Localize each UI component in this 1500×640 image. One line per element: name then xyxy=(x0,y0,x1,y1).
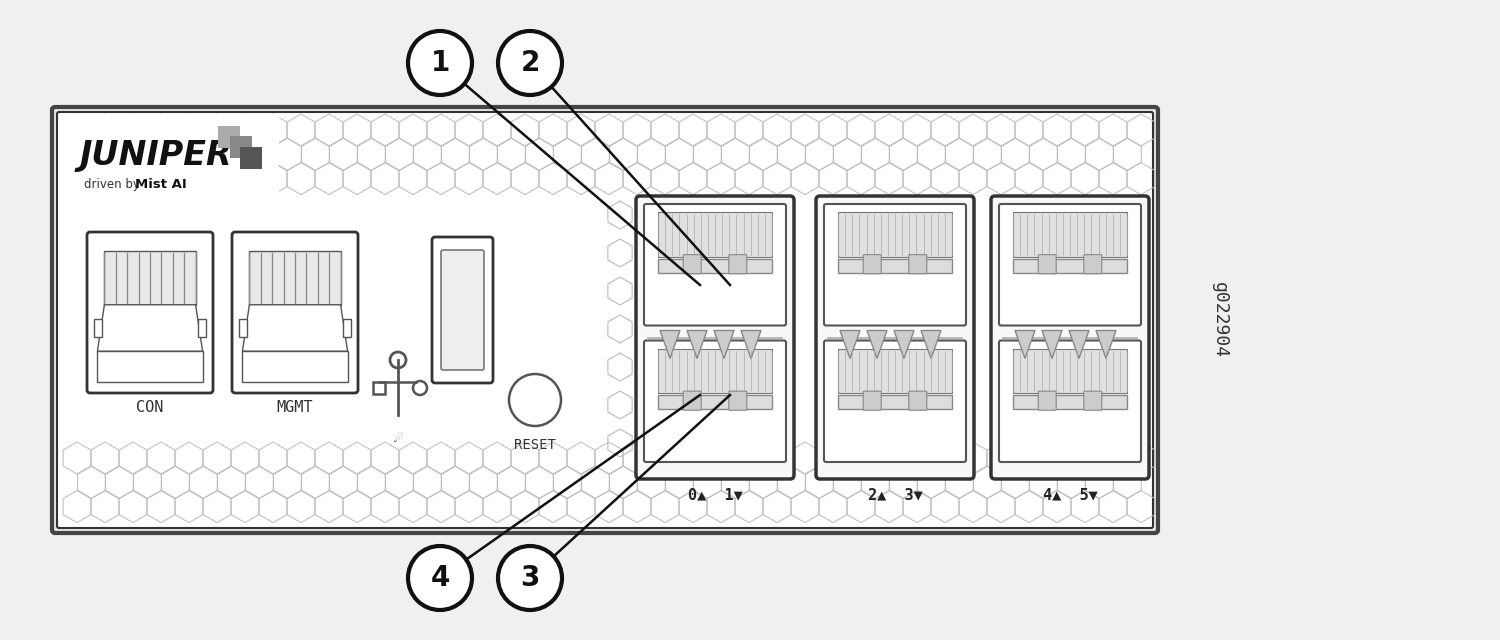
FancyBboxPatch shape xyxy=(839,395,952,409)
Text: CON: CON xyxy=(136,400,164,415)
FancyBboxPatch shape xyxy=(230,136,252,158)
FancyBboxPatch shape xyxy=(1038,391,1056,410)
FancyBboxPatch shape xyxy=(240,147,262,169)
FancyBboxPatch shape xyxy=(729,255,747,274)
FancyBboxPatch shape xyxy=(98,351,202,382)
FancyBboxPatch shape xyxy=(644,204,786,326)
FancyBboxPatch shape xyxy=(243,351,348,382)
Polygon shape xyxy=(243,305,348,351)
FancyBboxPatch shape xyxy=(57,112,1154,528)
Polygon shape xyxy=(840,330,860,358)
FancyBboxPatch shape xyxy=(53,107,1158,533)
Circle shape xyxy=(509,374,561,426)
Polygon shape xyxy=(687,330,706,358)
Polygon shape xyxy=(714,330,734,358)
Text: 4: 4 xyxy=(430,564,450,592)
Circle shape xyxy=(408,546,472,610)
Polygon shape xyxy=(1042,330,1062,358)
FancyBboxPatch shape xyxy=(58,114,279,200)
Circle shape xyxy=(408,31,472,95)
Text: 1: 1 xyxy=(430,49,450,77)
Polygon shape xyxy=(894,330,914,358)
Text: 2▲  3▼: 2▲ 3▼ xyxy=(867,487,922,502)
FancyBboxPatch shape xyxy=(824,340,966,462)
FancyBboxPatch shape xyxy=(232,232,358,393)
Polygon shape xyxy=(741,330,760,358)
FancyBboxPatch shape xyxy=(1084,391,1102,410)
FancyBboxPatch shape xyxy=(658,259,772,273)
FancyBboxPatch shape xyxy=(1013,349,1126,393)
FancyBboxPatch shape xyxy=(729,391,747,410)
Text: 2: 2 xyxy=(520,49,540,77)
FancyBboxPatch shape xyxy=(432,237,494,383)
Text: RESET: RESET xyxy=(514,438,556,452)
FancyBboxPatch shape xyxy=(862,391,880,410)
Text: Mist AI: Mist AI xyxy=(135,178,186,191)
FancyBboxPatch shape xyxy=(909,255,927,274)
FancyBboxPatch shape xyxy=(238,319,248,337)
FancyBboxPatch shape xyxy=(105,250,195,305)
FancyBboxPatch shape xyxy=(249,250,340,305)
Polygon shape xyxy=(1070,330,1089,358)
Text: 4▲  5▼: 4▲ 5▼ xyxy=(1042,487,1098,502)
Polygon shape xyxy=(1016,330,1035,358)
FancyBboxPatch shape xyxy=(999,340,1142,462)
FancyBboxPatch shape xyxy=(682,255,700,274)
FancyBboxPatch shape xyxy=(217,126,240,148)
FancyBboxPatch shape xyxy=(58,199,1150,441)
FancyBboxPatch shape xyxy=(999,204,1142,326)
Polygon shape xyxy=(867,330,886,358)
FancyBboxPatch shape xyxy=(839,212,952,257)
FancyBboxPatch shape xyxy=(1013,259,1126,273)
Text: MGMT: MGMT xyxy=(276,400,314,415)
FancyBboxPatch shape xyxy=(824,204,966,326)
Text: JUNIPER: JUNIPER xyxy=(80,138,232,172)
FancyBboxPatch shape xyxy=(1013,212,1126,257)
Circle shape xyxy=(498,31,562,95)
FancyBboxPatch shape xyxy=(658,349,772,393)
Polygon shape xyxy=(660,330,680,358)
FancyBboxPatch shape xyxy=(862,255,880,274)
FancyBboxPatch shape xyxy=(344,319,351,337)
FancyBboxPatch shape xyxy=(1084,255,1102,274)
FancyBboxPatch shape xyxy=(839,349,952,393)
Polygon shape xyxy=(98,305,202,351)
FancyBboxPatch shape xyxy=(839,259,952,273)
FancyBboxPatch shape xyxy=(93,319,102,337)
Polygon shape xyxy=(1096,330,1116,358)
Circle shape xyxy=(498,546,562,610)
Polygon shape xyxy=(921,330,940,358)
FancyBboxPatch shape xyxy=(87,232,213,393)
FancyBboxPatch shape xyxy=(658,395,772,409)
Text: 0▲  1▼: 0▲ 1▼ xyxy=(687,487,742,502)
FancyBboxPatch shape xyxy=(1038,255,1056,274)
FancyBboxPatch shape xyxy=(909,391,927,410)
FancyBboxPatch shape xyxy=(636,196,794,479)
Text: driven by: driven by xyxy=(84,178,140,191)
FancyBboxPatch shape xyxy=(816,196,974,479)
FancyBboxPatch shape xyxy=(198,319,207,337)
FancyBboxPatch shape xyxy=(644,340,786,462)
Text: g022904: g022904 xyxy=(1210,282,1228,358)
FancyBboxPatch shape xyxy=(658,212,772,257)
FancyBboxPatch shape xyxy=(1013,395,1126,409)
FancyBboxPatch shape xyxy=(441,250,485,370)
Text: ☄: ☄ xyxy=(393,430,402,445)
FancyBboxPatch shape xyxy=(682,391,700,410)
Text: 3: 3 xyxy=(520,564,540,592)
FancyBboxPatch shape xyxy=(992,196,1149,479)
